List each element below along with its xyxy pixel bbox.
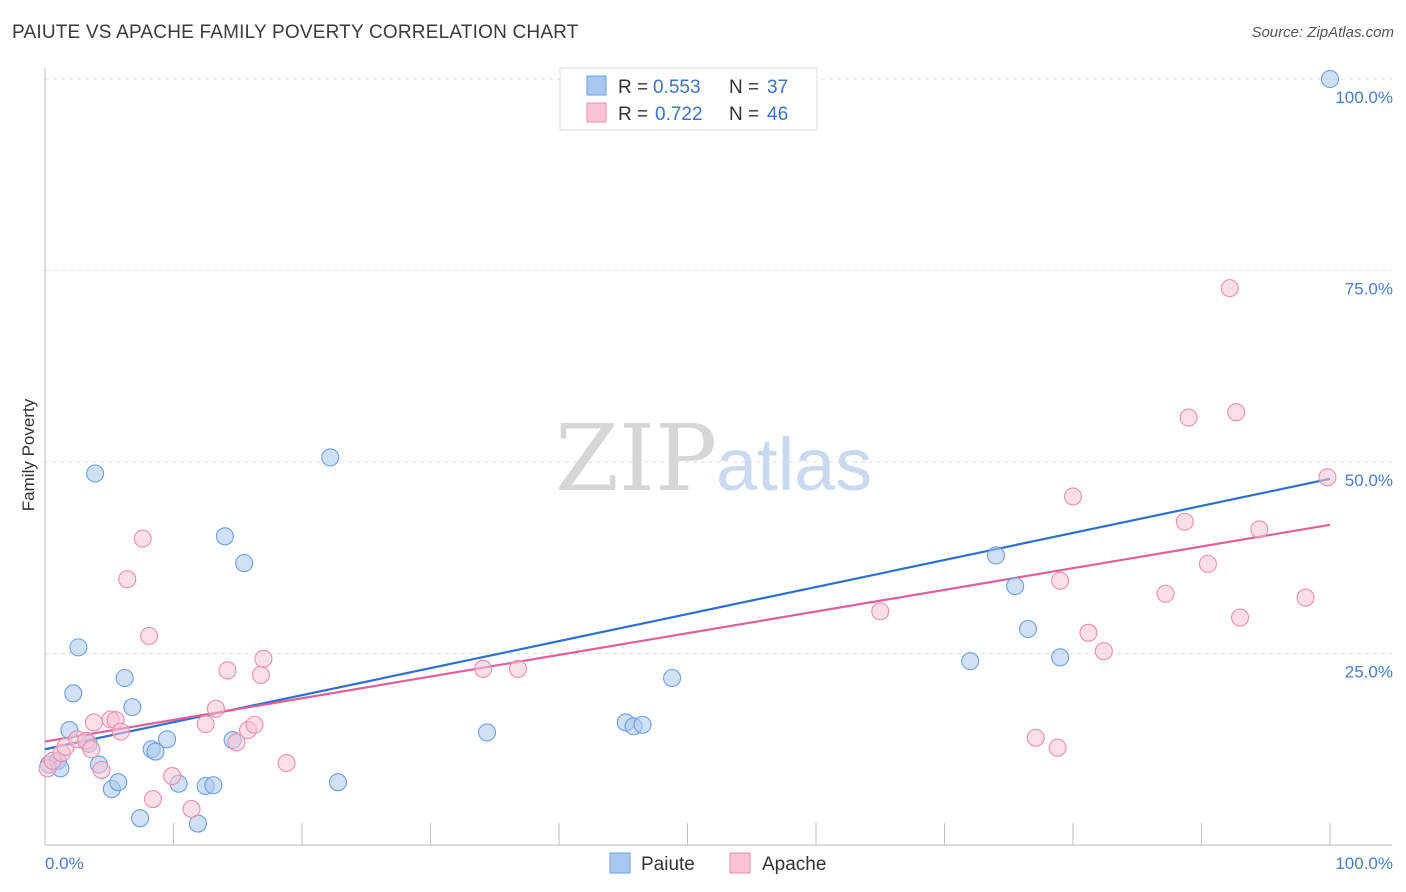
legend-r-label-paiute: R = — [618, 77, 648, 98]
data-point-paiute — [146, 742, 165, 761]
data-point-apache — [277, 753, 296, 773]
data-point-apache — [254, 649, 273, 668]
y-tick-label: 75.0% — [1345, 280, 1393, 299]
data-point-paiute — [123, 698, 142, 717]
source-credit: Source: ZipAtlas.com — [1251, 24, 1394, 41]
data-point-paiute — [64, 684, 83, 703]
data-point-paiute — [235, 554, 254, 573]
data-point-apache — [871, 602, 890, 621]
y-tick-label: 50.0% — [1345, 471, 1393, 490]
data-point-apache — [140, 626, 159, 645]
data-point-apache — [474, 659, 493, 678]
legend: R = 0.553 N = 37 R = 0.722 N = 46 — [559, 67, 818, 131]
data-point-apache — [163, 767, 182, 786]
data-point-apache — [218, 661, 237, 680]
data-point-apache — [92, 760, 111, 779]
data-point-paiute — [1051, 648, 1070, 667]
legend-r-value-paiute: 0.553 — [653, 77, 701, 98]
data-point-paiute — [215, 527, 234, 546]
data-point-paiute — [1320, 69, 1340, 89]
data-point-apache — [1179, 408, 1198, 427]
data-point-apache — [118, 570, 137, 589]
data-point-apache — [1231, 608, 1250, 627]
data-point-paiute — [961, 652, 980, 671]
data-point-apache — [508, 659, 527, 678]
chart-title: PAIUTE VS APACHE FAMILY POVERTY CORRELAT… — [12, 22, 579, 43]
data-point-apache — [133, 529, 152, 548]
data-point-paiute — [1006, 577, 1025, 596]
data-point-apache — [1220, 279, 1239, 298]
trend-line-paiute — [44, 477, 1331, 751]
data-point-paiute — [1018, 619, 1038, 639]
trend-line-apache — [44, 523, 1331, 743]
data-point-paiute — [158, 730, 177, 749]
trend-lines — [44, 477, 1331, 751]
data-point-paiute — [328, 773, 348, 792]
series-legend-label-paiute: Paiute — [641, 854, 695, 875]
data-point-paiute — [633, 715, 652, 734]
data-point-apache — [196, 714, 215, 734]
series-apache — [38, 279, 1337, 819]
data-point-apache — [251, 665, 270, 684]
data-point-paiute — [321, 448, 340, 467]
data-point-apache — [143, 789, 162, 809]
data-point-apache — [1051, 571, 1070, 590]
y-axis-label: Family Poverty — [19, 398, 38, 511]
data-point-apache — [1198, 554, 1217, 573]
series-legend: Paiute Apache — [609, 852, 826, 875]
data-point-paiute — [86, 464, 105, 483]
watermark: ZIP atlas — [555, 405, 872, 512]
legend-n-value-apache: 46 — [767, 104, 788, 125]
legend-r-value-apache: 0.722 — [655, 104, 703, 125]
axes — [44, 68, 1392, 846]
legend-n-value-paiute: 37 — [767, 77, 788, 98]
data-point-apache — [1026, 728, 1045, 747]
series-legend-swatch-paiute — [609, 852, 631, 874]
data-point-paiute — [477, 723, 497, 742]
data-point-apache — [1079, 623, 1098, 642]
data-point-paiute — [663, 668, 682, 688]
data-point-apache — [1250, 520, 1269, 539]
data-point-apache — [1318, 468, 1337, 487]
data-point-apache — [1094, 642, 1113, 661]
y-tick-label: 100.0% — [1335, 88, 1393, 107]
data-point-apache — [82, 740, 101, 759]
data-point-paiute — [986, 546, 1005, 565]
data-point-apache — [1156, 584, 1175, 603]
legend-swatch-apache — [586, 102, 607, 123]
series-legend-swatch-apache — [729, 852, 751, 874]
watermark-atlas: atlas — [716, 423, 872, 506]
x-tick-labels: 0.0% 100.0% — [45, 854, 1393, 873]
series-legend-label-apache: Apache — [762, 854, 826, 875]
data-point-apache — [1048, 738, 1067, 757]
data-point-apache — [182, 799, 201, 819]
legend-n-label-paiute: N = — [729, 77, 759, 98]
data-point-apache — [245, 715, 264, 734]
data-point-apache — [111, 722, 130, 741]
watermark-zip: ZIP — [555, 405, 717, 512]
data-point-paiute — [204, 776, 223, 795]
data-point-apache — [1296, 588, 1315, 607]
data-point-paiute — [115, 668, 134, 688]
data-point-paiute — [69, 638, 88, 657]
data-point-paiute — [131, 809, 150, 828]
data-point-apache — [1063, 487, 1083, 506]
data-point-apache — [84, 713, 103, 732]
x-tick-label-max: 100.0% — [1335, 854, 1393, 873]
data-point-apache — [1227, 403, 1246, 422]
legend-swatch-paiute — [586, 75, 607, 96]
data-points — [38, 69, 1340, 833]
legend-r-label-apache: R = — [618, 104, 648, 125]
data-point-apache — [227, 733, 246, 752]
legend-n-label-apache: N = — [729, 104, 759, 125]
data-point-apache — [206, 699, 225, 718]
x-tick-label-min: 0.0% — [45, 854, 84, 873]
y-tick-label: 25.0% — [1345, 663, 1393, 682]
y-tick-labels: 25.0% 50.0% 75.0% 100.0% — [1335, 88, 1393, 682]
data-point-apache — [1175, 512, 1194, 531]
data-point-paiute — [109, 773, 128, 792]
